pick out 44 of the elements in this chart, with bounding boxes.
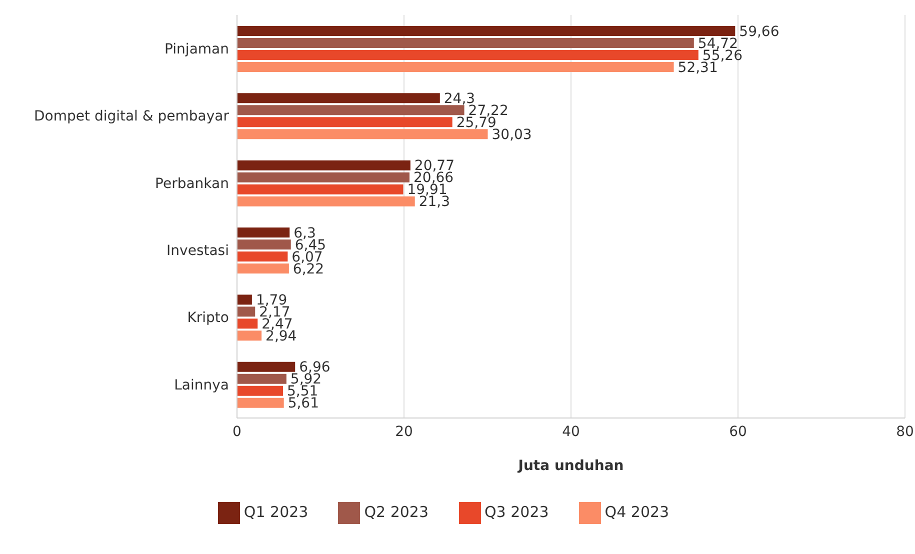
bar (237, 386, 284, 396)
x-axis-title: Juta unduhan (517, 458, 624, 474)
bar (237, 240, 291, 250)
bar (237, 252, 288, 262)
bar (237, 196, 415, 206)
y-tick-label: Dompet digital & pembayar (34, 108, 230, 125)
bar (237, 318, 258, 329)
legend-label: Q2 2023 (364, 503, 428, 522)
bar (237, 362, 296, 372)
bar (237, 374, 286, 384)
bar (237, 172, 410, 182)
legend-label: Q4 2023 (604, 503, 670, 522)
bar (237, 184, 404, 194)
x-tick-label: 40 (562, 424, 580, 440)
y-tick-label: Perbankan (155, 176, 229, 192)
data-label: 5,61 (288, 396, 320, 412)
bar (237, 26, 736, 36)
data-label: 52,31 (678, 60, 718, 76)
bar (237, 160, 410, 170)
bar (237, 105, 464, 116)
bar (237, 294, 252, 305)
data-label: 30,03 (492, 127, 532, 144)
legend-label: Q1 2023 (244, 503, 308, 522)
data-label: 59,66 (739, 24, 780, 40)
bar (237, 330, 262, 341)
bar (237, 93, 440, 104)
x-tick-label: 20 (395, 424, 413, 440)
bar (237, 117, 452, 128)
bar (237, 50, 698, 60)
bar (237, 398, 284, 408)
bar (237, 129, 488, 140)
x-tick-label: 0 (232, 424, 242, 440)
bar (237, 38, 694, 48)
legend-label: Q3 2023 (484, 503, 549, 522)
bar (237, 264, 289, 274)
bar (237, 306, 256, 317)
y-tick-label: Lainnya (174, 377, 229, 394)
y-tick-label: Investasi (166, 243, 229, 260)
x-tick-label: 80 (896, 424, 914, 440)
bar (237, 62, 674, 72)
x-tick-label: 60 (729, 424, 747, 440)
y-tick-label: Kripto (187, 310, 229, 326)
y-tick-label: Pinjaman (164, 42, 229, 58)
bar (237, 228, 290, 238)
